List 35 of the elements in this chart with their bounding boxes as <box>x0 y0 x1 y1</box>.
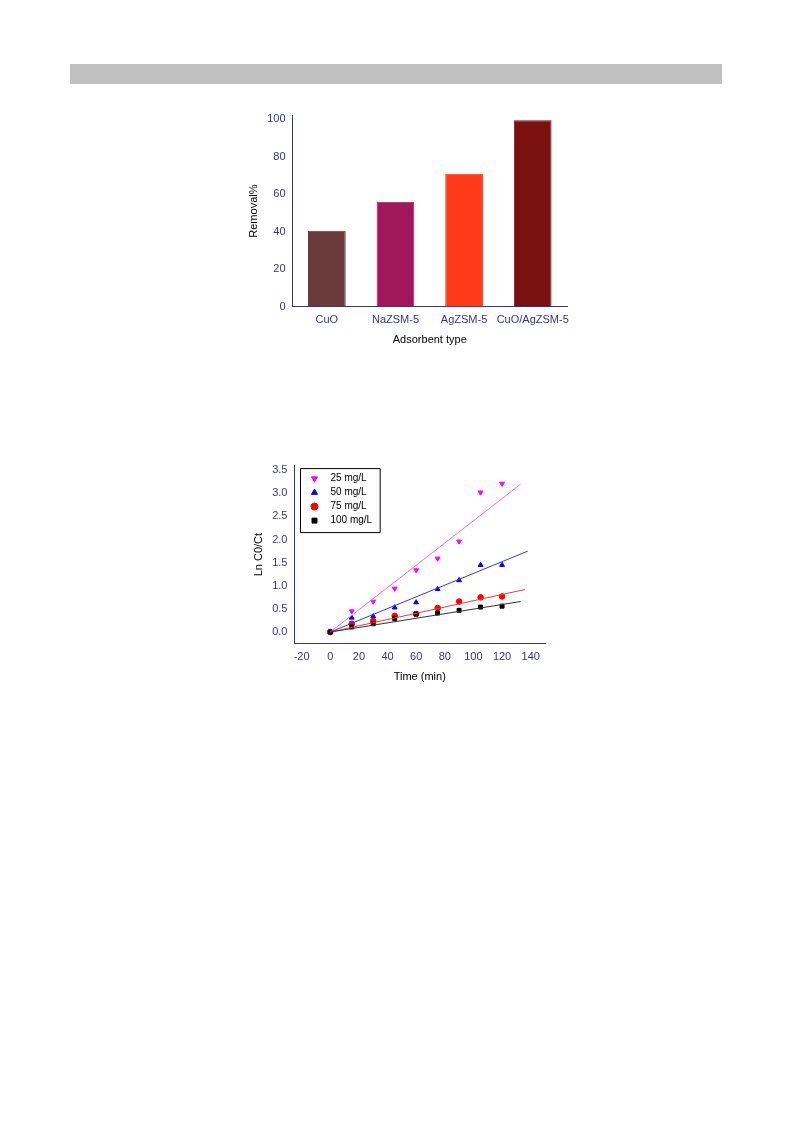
x-tick-label: 80 <box>438 650 451 663</box>
x-tick-label: 140 <box>521 650 540 663</box>
y-axis-title: Ln C0/Ct <box>251 532 264 577</box>
y-tick-label: 0.0 <box>272 625 288 638</box>
x-tick-label: AgZSM-5 <box>440 313 488 326</box>
y-tick-label: 2.5 <box>272 509 288 522</box>
x-tick-label: 100 <box>464 650 483 663</box>
y-tick-label: 40 <box>273 224 286 237</box>
y-tick-label: 0.5 <box>272 601 288 614</box>
y-tick-label: 0 <box>279 299 286 312</box>
y-tick-label: 60 <box>273 187 286 200</box>
x-axis-title: Time (min) <box>393 670 446 683</box>
y-tick-label: 1.5 <box>272 555 288 568</box>
x-axis-title: Adsorbent type <box>392 333 467 346</box>
y-axis-title: Removal% <box>246 184 259 238</box>
x-tick-label: 60 <box>410 650 423 663</box>
y-tick-label: 80 <box>273 149 286 162</box>
legend-label: 100 mg/L <box>330 514 373 526</box>
y-tick-label: 1.0 <box>272 578 288 591</box>
x-tick-label: CuO/AgZSM-5 <box>496 313 569 326</box>
x-tick-label: -20 <box>293 650 310 663</box>
y-tick-label: 2.0 <box>272 532 288 545</box>
x-tick-label: 40 <box>381 650 394 663</box>
x-tick-label: 20 <box>352 650 366 663</box>
y-tick-label: 20 <box>273 262 286 275</box>
legend-label: 75 mg/L <box>330 500 368 512</box>
legend-label: 25 mg/L <box>330 472 368 484</box>
legend-label: 50 mg/L <box>330 486 368 498</box>
x-tick-label: NaZSM-5 <box>371 313 419 326</box>
y-tick-label: 100 <box>267 112 286 125</box>
y-tick-label: 3.5 <box>272 463 288 476</box>
x-tick-label: 120 <box>492 650 512 663</box>
y-tick-label: 3.0 <box>272 486 288 499</box>
x-tick-label: CuO <box>315 313 339 326</box>
x-tick-label: 0 <box>327 650 334 663</box>
